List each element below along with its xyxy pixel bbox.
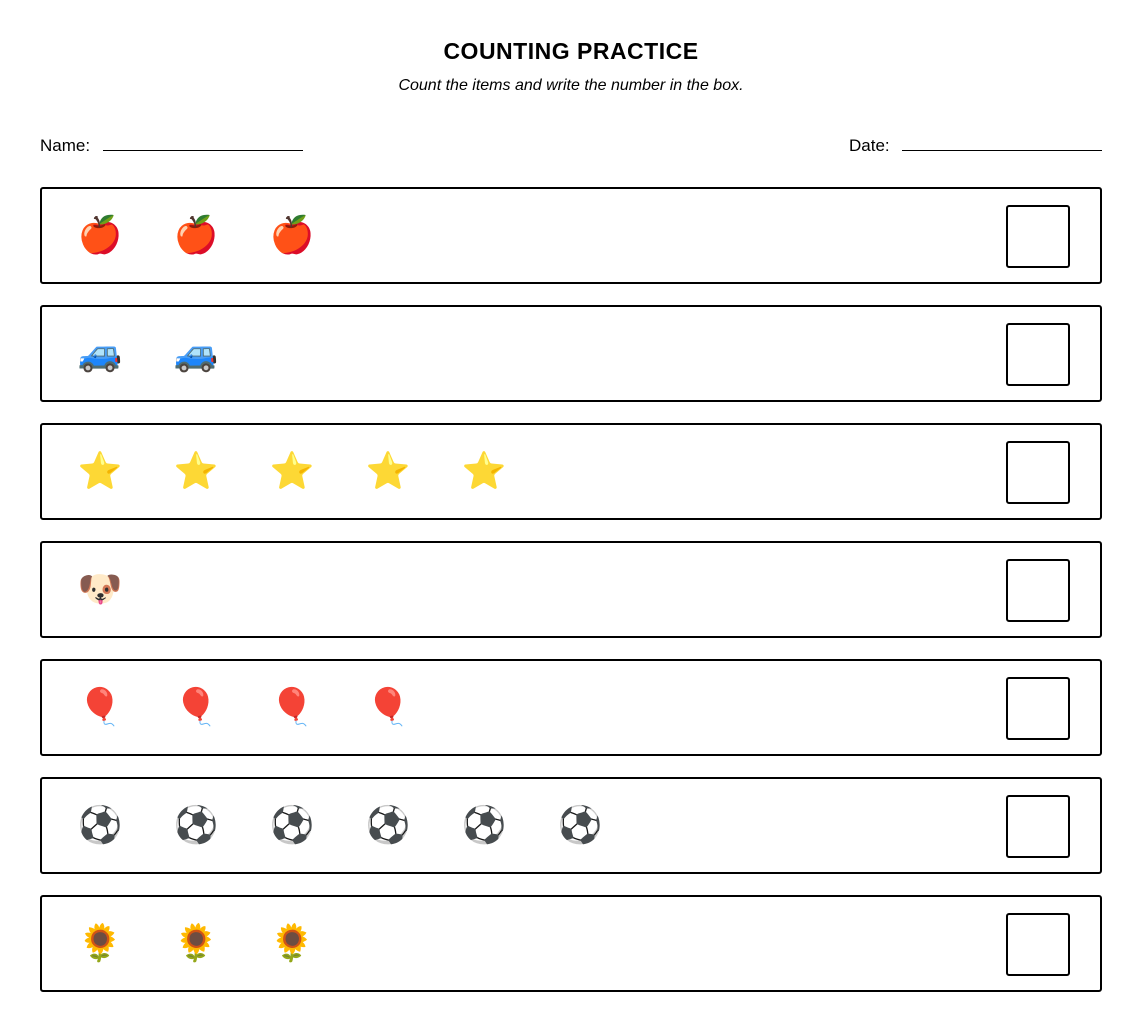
title: COUNTING PRACTICE [443, 38, 699, 64]
item-icon: ⭐ [77, 450, 123, 492]
item-icon: ⚽ [77, 804, 123, 846]
item-icon: 🌻 [173, 922, 219, 964]
count-row: 🍎 🍎 🍎 [40, 187, 1102, 284]
answer-box [1006, 795, 1070, 858]
count-row: ⚽ ⚽ ⚽ ⚽ ⚽ ⚽ [40, 777, 1102, 874]
name-line [103, 150, 303, 151]
item-icon: 🌻 [77, 922, 123, 964]
answer-box [1006, 323, 1070, 386]
item-icon: 🍎 [173, 214, 219, 256]
item-icon: 🍎 [77, 214, 123, 256]
item-icon: 🍎 [269, 214, 315, 256]
count-row: 🌻 🌻 🌻 [40, 895, 1102, 992]
item-icon: 🌻 [269, 922, 315, 964]
subtitle: Count the items and write the number in … [398, 77, 744, 94]
item-icon: ⚽ [365, 804, 411, 846]
count-row: 🚙 🚙 [40, 305, 1102, 402]
item-icon: ⭐ [173, 450, 219, 492]
item-icon: ⭐ [269, 450, 315, 492]
item-icon: ⚽ [173, 804, 219, 846]
answer-box [1006, 205, 1070, 268]
item-icon: 🎈 [173, 686, 219, 728]
date-label: Date: [849, 136, 890, 155]
item-icon: ⚽ [269, 804, 315, 846]
item-icon: ⭐ [365, 450, 411, 492]
name-label: Name: [40, 136, 91, 155]
count-row: 🎈 🎈 🎈 🎈 [40, 659, 1102, 756]
item-icon: ⚽ [461, 804, 507, 846]
answer-box [1006, 677, 1070, 740]
answer-box [1006, 441, 1070, 504]
item-icon: ⚽ [557, 804, 603, 846]
count-row: 🐶 [40, 541, 1102, 638]
item-icon: 🚙 [173, 332, 219, 374]
item-icon: 🎈 [365, 686, 411, 728]
item-icon: 🚙 [77, 332, 123, 374]
answer-box [1006, 559, 1070, 622]
count-row: ⭐ ⭐ ⭐ ⭐ ⭐ [40, 423, 1102, 520]
item-icon: 🎈 [77, 686, 123, 728]
item-icon: 🎈 [269, 686, 315, 728]
answer-box [1006, 913, 1070, 976]
date-line [902, 150, 1102, 151]
item-icon: ⭐ [461, 450, 507, 492]
item-icon: 🐶 [77, 568, 123, 610]
